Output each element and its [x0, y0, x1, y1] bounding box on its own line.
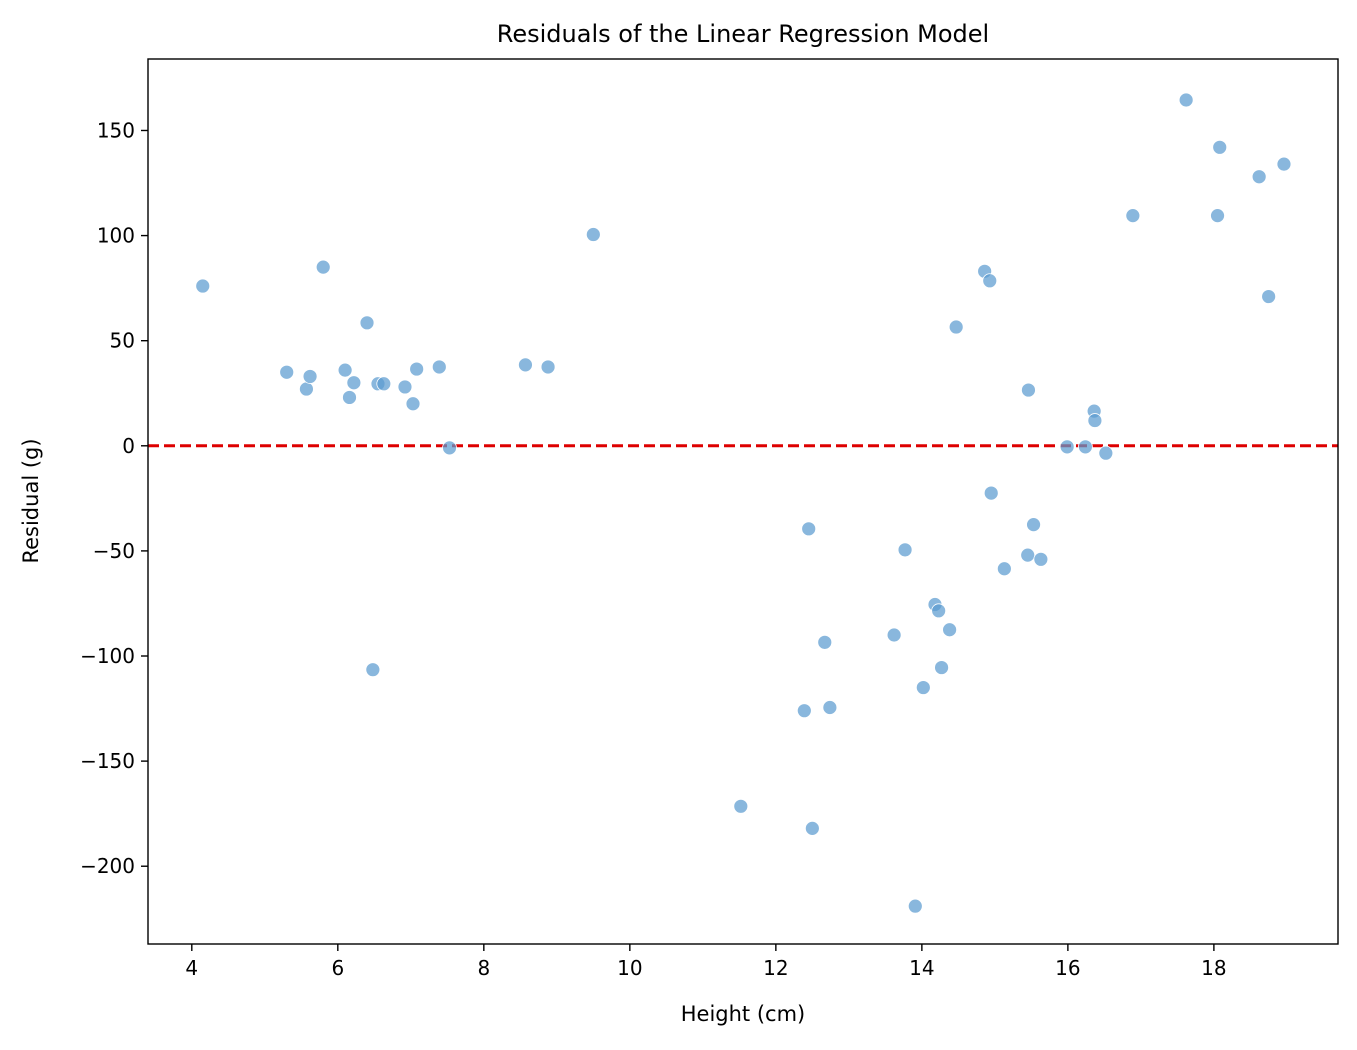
data-point [931, 603, 947, 619]
data-point [431, 359, 447, 375]
data-point [1020, 547, 1036, 563]
data-point [359, 315, 375, 331]
data-point [376, 376, 392, 392]
y-tick-label: −50 [93, 539, 135, 563]
data-point [195, 278, 211, 294]
data-point [804, 820, 820, 836]
data-point [1059, 439, 1075, 455]
data-point [337, 362, 353, 378]
data-point [585, 227, 601, 242]
points-layer [195, 92, 1292, 914]
data-point [1210, 208, 1225, 224]
x-tick-label: 6 [331, 956, 344, 980]
data-point [915, 680, 931, 695]
data-point [1261, 289, 1277, 304]
data-point [299, 381, 314, 397]
data-point [934, 660, 949, 675]
x-tick-label: 14 [909, 956, 934, 980]
chart-title: Residuals of the Linear Regression Model [497, 20, 989, 48]
data-point [397, 379, 413, 395]
data-point [1276, 156, 1292, 172]
data-point [1098, 445, 1114, 461]
data-point [822, 700, 838, 715]
y-tick-label: −100 [80, 644, 135, 668]
x-tick-label: 12 [763, 956, 788, 980]
data-point [365, 662, 381, 678]
data-point [315, 259, 331, 275]
x-tick-label: 16 [1055, 956, 1080, 980]
data-point [1077, 439, 1093, 455]
data-point [1125, 208, 1141, 224]
data-point [1212, 139, 1228, 155]
data-point [405, 396, 421, 412]
data-point [409, 361, 425, 377]
data-point [886, 627, 902, 643]
data-point [907, 898, 923, 914]
data-point [1033, 551, 1049, 567]
data-point [302, 369, 318, 384]
data-point [1021, 382, 1036, 398]
x-tick-label: 4 [185, 956, 198, 980]
x-tick-label: 18 [1201, 956, 1226, 980]
data-point [948, 319, 964, 335]
data-point [1026, 517, 1041, 533]
data-point [1087, 413, 1103, 428]
data-point [796, 703, 812, 719]
data-point [1251, 169, 1267, 185]
data-point [442, 440, 457, 456]
data-point [982, 273, 998, 289]
data-point [801, 521, 817, 537]
data-point [342, 390, 357, 405]
y-tick-label: 150 [97, 118, 135, 142]
x-tick-label: 10 [617, 956, 642, 980]
x-axis-label: Height (cm) [681, 1002, 805, 1026]
data-point [996, 561, 1012, 577]
data-point [942, 622, 958, 638]
data-point [983, 485, 999, 501]
data-point [817, 634, 833, 650]
ticks-layer: 4 6 8 10 12 14 16 18 150 100 50 0 −50 −100 −150 −200 [80, 118, 1227, 980]
data-point [346, 375, 362, 391]
data-point [1178, 92, 1194, 108]
plot-frame [147, 58, 1339, 945]
y-tick-label: −150 [80, 749, 135, 773]
data-point [733, 798, 749, 814]
data-point [897, 542, 913, 558]
y-tick-label: 50 [110, 329, 135, 353]
data-point [540, 359, 556, 375]
y-axis-label: Residual (g) [19, 438, 43, 563]
y-tick-label: 0 [122, 434, 135, 458]
y-tick-label: 100 [97, 224, 135, 248]
data-point [518, 357, 533, 373]
data-point [279, 364, 295, 380]
y-tick-label: −200 [80, 854, 135, 878]
x-tick-label: 8 [477, 956, 490, 980]
